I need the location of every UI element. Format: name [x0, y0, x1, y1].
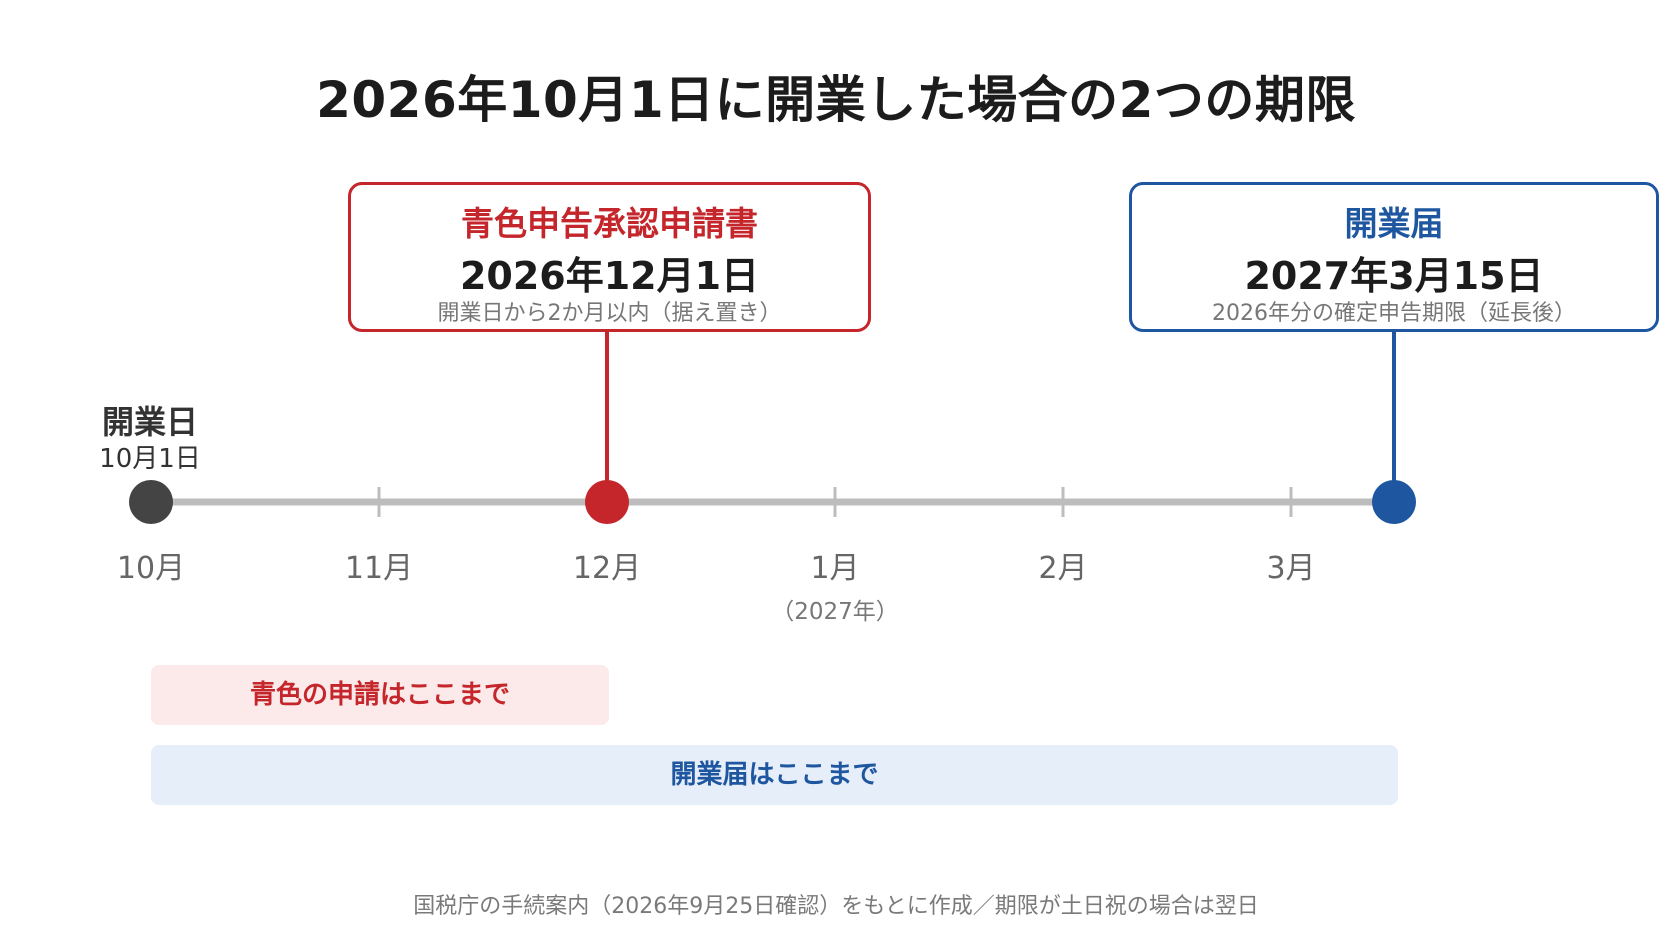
- year-note: （2027年）: [771, 599, 899, 625]
- aoiro-callout-note: 開業日から2か月以内（据え置き）: [437, 301, 782, 326]
- page-title: 2026年10月1日に開業した場合の2つの期限: [316, 71, 1356, 129]
- kaigyo-callout-note: 2026年分の確定申告期限（延長後）: [1212, 301, 1576, 326]
- start-label: 開業日: [101, 403, 198, 441]
- footnote: 国税庁の手続案内（2026年9月25日確認）をもとに作成／期限が土日祝の場合は翌…: [413, 894, 1259, 919]
- aoiro-callout-date: 2026年12月1日: [459, 254, 760, 298]
- month-label-oct: 10月: [116, 551, 186, 586]
- month-label-jan: 1月: [810, 551, 860, 586]
- month-label-mar: 3月: [1266, 551, 1316, 586]
- kaigyo-period-band: 開業届はここまで: [151, 745, 1398, 805]
- start-date: 10月1日: [99, 444, 201, 474]
- month-label-dec: 12月: [572, 551, 642, 586]
- month-label-feb: 2月: [1038, 551, 1088, 586]
- start-marker: [129, 480, 173, 524]
- aoiro-period-band: 青色の申請はここまで: [151, 665, 609, 725]
- kaigyo-callout-date: 2027年3月15日: [1244, 254, 1544, 298]
- aoiro-callout: 青色申告承認申請書 2026年12月1日 開業日から2か月以内（据え置き）: [348, 182, 871, 332]
- kaigyo-deadline-marker: [1372, 480, 1416, 524]
- aoiro-callout-name: 青色申告承認申請書: [461, 204, 758, 243]
- kaigyo-callout-name: 開業届: [1344, 204, 1444, 243]
- aoiro-deadline-marker: [585, 480, 629, 524]
- kaigyo-callout: 開業届 2027年3月15日 2026年分の確定申告期限（延長後）: [1129, 182, 1659, 332]
- month-label-nov: 11月: [344, 551, 414, 586]
